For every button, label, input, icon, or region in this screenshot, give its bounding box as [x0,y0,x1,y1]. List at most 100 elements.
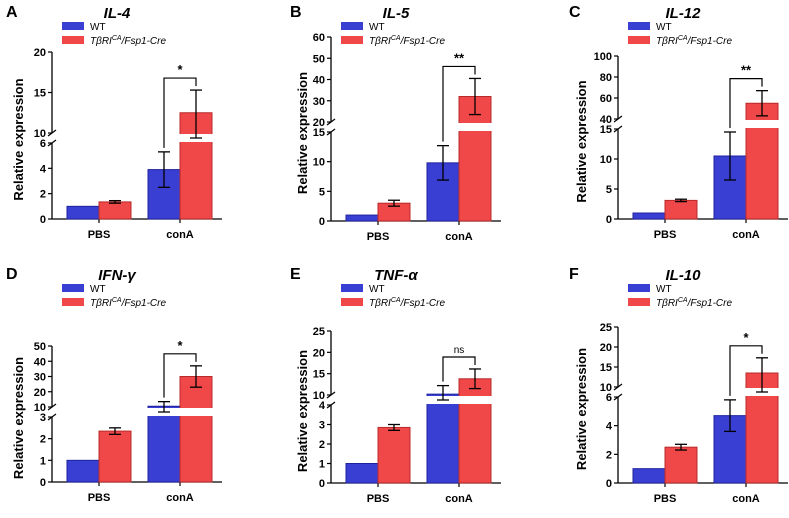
significance-bracket [163,77,197,148]
y-tick-label: 15 [313,127,325,139]
y-tick-label: 6 [606,392,612,404]
significance-label: ns [454,345,465,356]
y-tick-label: 40 [34,356,46,368]
panel-A: A IL-4 Relative expression 0 2 4 610 15 20 PBS con… [6,4,222,241]
legend-swatch-wt [628,22,650,30]
y-tick-label: 4 [606,421,613,433]
legend-swatch-wt [341,284,363,292]
legend-label-cre: TβRICA/Fsp1-Cre [656,297,732,309]
bar-wt-cona [426,393,460,484]
bar-cre-cona [179,112,213,220]
panel-E: E TNF-α Relative expression 0 1 2 3 410 15 20 25 PB… [290,266,501,505]
y-tick-label: 0 [606,478,612,490]
y-tick-label: 10 [34,128,46,140]
panel-letter: E [290,266,301,283]
x-category-label: conA [445,231,473,243]
y-tick-label: 0 [606,214,612,226]
bar-wt-cona [147,405,181,483]
panel-letter: B [290,4,302,21]
x-category-label: conA [445,493,473,505]
y-tick-label: 60 [600,93,612,105]
y-axis-label: Relative expression [11,357,26,479]
chart-title: IL-12 [665,5,701,22]
y-tick-label: 0 [319,478,325,490]
y-tick-label: 0 [40,214,46,226]
significance-label: ** [454,50,465,65]
legend-label-wt: WT [656,284,672,295]
significance-bracket [729,78,763,128]
panel-letter: D [6,266,18,283]
y-tick-label: 50 [34,341,46,353]
legend-label-cre: TβRICA/Fsp1-Cre [90,35,166,47]
y-tick-label: 15 [34,88,46,100]
y-tick-label: 4 [40,163,47,175]
bar-cre-pbs [664,199,698,220]
significance-bracket [442,356,476,382]
y-tick-label: 50 [313,53,325,65]
bar-wt-pbs [345,463,379,484]
y-axis-label: Relative expression [295,72,310,194]
y-tick-label: 10 [34,402,46,414]
y-tick-label: 1 [40,455,46,467]
legend-label-wt: WT [90,22,106,33]
y-tick-label: 20 [34,47,46,59]
y-tick-label: 6 [40,138,46,150]
chart-title: IL-5 [383,5,410,22]
chart-title: IL-4 [104,5,131,22]
y-tick-label: 20 [600,342,612,354]
panel-letter: C [569,4,581,21]
bar-cre-cona [458,378,492,484]
significance-bracket [729,345,763,396]
y-tick-label: 10 [600,154,612,166]
y-tick-label: 25 [600,322,612,334]
panel-F: F IL-10 Relative expression 0 2 4 610 15 20 25 PBS… [569,266,788,505]
y-axis-label: Relative expression [295,350,310,472]
bar-break-gap [458,396,492,404]
legend-swatch-wt [628,284,650,292]
x-category-label: PBS [654,229,677,241]
x-category-label: PBS [367,231,390,243]
x-category-label: PBS [88,492,111,504]
significance-bracket [163,353,197,398]
legend-swatch-cre [62,298,84,306]
bar-wt-cona [147,169,181,220]
y-tick-label: 2 [40,434,46,446]
bar-break-gap [179,408,213,416]
y-tick-label: 15 [313,369,325,381]
legend-swatch-cre [62,36,84,44]
significance-bracket [442,65,476,142]
bar-wt-pbs [345,214,379,222]
y-tick-label: 25 [313,326,325,338]
legend-label-wt: WT [90,284,106,295]
y-tick-label: 4 [319,400,326,412]
legend-swatch-cre [341,298,363,306]
bar-cre-pbs [98,201,132,220]
y-tick-label: 30 [34,372,46,384]
bar-cre-cona [179,376,213,483]
legend-label-wt: WT [656,22,672,33]
legend-swatch-cre [341,36,363,44]
y-tick-label: 100 [594,51,612,63]
y-tick-label: 3 [319,420,325,432]
y-tick-label: 40 [600,114,612,126]
y-tick-label: 2 [319,439,325,451]
x-category-label: PBS [654,493,677,505]
bar-cre-pbs [98,430,132,483]
y-axis-label: Relative expression [574,348,589,470]
y-tick-label: 5 [319,186,325,198]
legend-label-cre: TβRICA/Fsp1-Cre [369,297,445,309]
y-tick-label: 20 [313,117,325,129]
significance-label: * [177,338,183,353]
y-tick-label: 30 [313,96,325,108]
y-tick-label: 5 [606,184,612,196]
y-tick-label: 15 [600,124,612,136]
panel-letter: A [6,4,18,21]
panel-D: D IFN-γ Relative expression 0 1 2 310 20 30 40 50 P… [6,266,222,504]
y-tick-label: 2 [40,189,46,201]
legend-swatch-wt [341,22,363,30]
panel-letter: F [569,266,579,283]
y-tick-label: 10 [600,382,612,394]
bar-break-gap [458,123,492,131]
